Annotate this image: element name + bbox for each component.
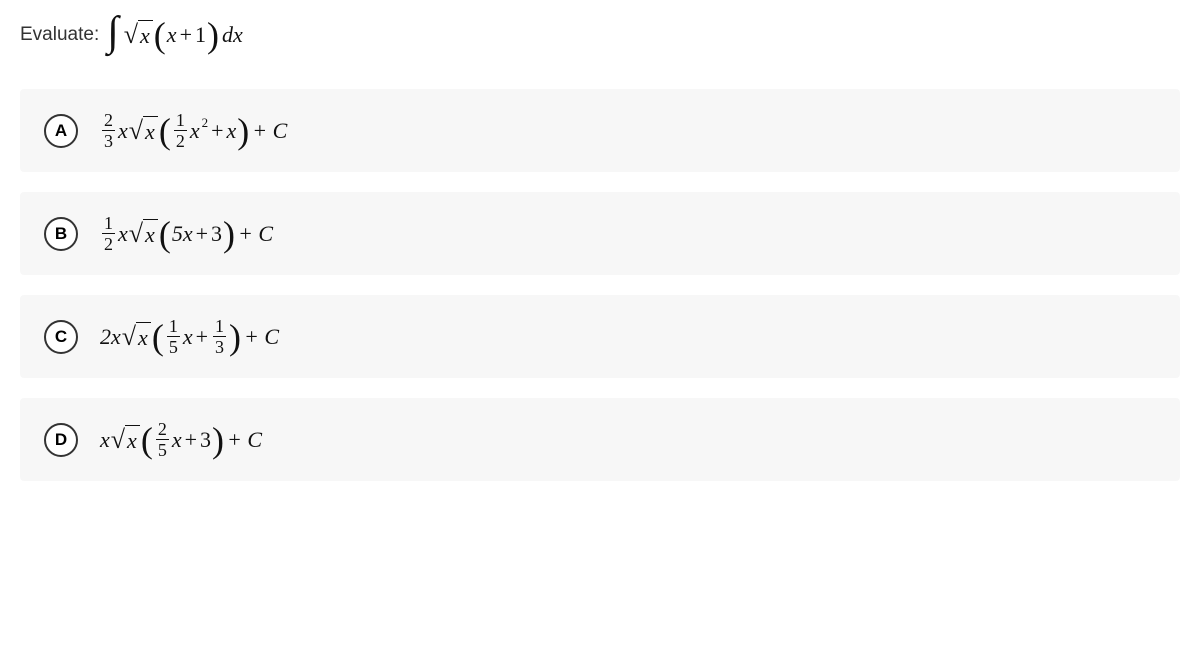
option-d-expression: x √ x ( 2 5 x + 3 ) + C [100, 420, 264, 459]
option-letter-d: D [44, 423, 78, 457]
inner-right: 3 [211, 221, 222, 247]
radicand: x [143, 219, 158, 248]
prompt-label: Evaluate: [20, 24, 99, 46]
plus: + [196, 324, 208, 350]
paren-right: ) [237, 117, 249, 146]
outer-x: x [118, 118, 128, 144]
paren-right: ) [223, 220, 235, 249]
option-c[interactable]: C 2x √ x ( 1 5 x + 1 3 ) + C [20, 295, 1180, 378]
plus: + [185, 427, 197, 453]
sqrt: √ x [129, 219, 158, 248]
option-d[interactable]: D x √ x ( 2 5 x + 3 ) + C [20, 398, 1180, 481]
sqrt: √ x [122, 322, 151, 351]
radicand: x [125, 425, 140, 454]
option-a[interactable]: A 2 3 x √ x ( 1 2 x 2 + x ) + C [20, 89, 1180, 172]
inner-frac-2: 1 3 [213, 317, 226, 356]
plus-c: + C [244, 324, 279, 350]
outer-x: x [118, 221, 128, 247]
coef: 2x [100, 324, 121, 350]
inner-frac-1: 1 5 [167, 317, 180, 356]
radical-icon: √ [124, 22, 138, 48]
option-b-expression: 1 2 x √ x ( 5x + 3 ) + C [100, 214, 275, 253]
one: 1 [195, 22, 206, 48]
paren-right: ) [212, 426, 224, 455]
radical-icon: √ [122, 324, 136, 350]
radical-icon: √ [111, 427, 125, 453]
inner-x: x [172, 427, 182, 453]
options-list: A 2 3 x √ x ( 1 2 x 2 + x ) + C B [20, 89, 1180, 481]
plus: + [211, 118, 223, 144]
radicand: x [136, 322, 151, 351]
option-b[interactable]: B 1 2 x √ x ( 5x + 3 ) + C [20, 192, 1180, 275]
inner-frac: 1 2 [174, 111, 187, 150]
coef: x [100, 427, 110, 453]
inner-x: x [183, 324, 193, 350]
plus-sign: + [180, 22, 192, 48]
integral-sign: ∫ [107, 18, 119, 47]
paren-left: ( [154, 21, 166, 50]
inner-x2: x [227, 118, 237, 144]
sqrt: √ x [111, 425, 140, 454]
differential: dx [222, 22, 243, 48]
paren-left: ( [159, 117, 171, 146]
plus-c: + C [252, 118, 287, 144]
paren-right: ) [207, 21, 219, 50]
question-prompt: Evaluate: ∫ √ x ( x + 1 ) dx [20, 20, 1180, 49]
plus: + [196, 221, 208, 247]
coef-frac: 1 2 [102, 214, 115, 253]
option-a-expression: 2 3 x √ x ( 1 2 x 2 + x ) + C [100, 111, 289, 150]
radical-icon: √ [129, 221, 143, 247]
plus-c: + C [227, 427, 262, 453]
radicand: x [138, 20, 153, 49]
sqrt: √ x [129, 116, 158, 145]
radicand: x [143, 116, 158, 145]
factor-x: x [167, 22, 177, 48]
exponent: 2 [202, 115, 209, 131]
sqrt-x: √ x [124, 20, 153, 49]
paren-left: ( [152, 323, 164, 352]
coef-frac: 2 3 [102, 111, 115, 150]
inner-frac: 2 5 [156, 420, 169, 459]
paren-left: ( [141, 426, 153, 455]
inner-x: x [190, 118, 200, 144]
option-letter-c: C [44, 320, 78, 354]
option-letter-a: A [44, 114, 78, 148]
option-letter-b: B [44, 217, 78, 251]
prompt-integral: ∫ √ x ( x + 1 ) dx [107, 20, 245, 49]
option-c-expression: 2x √ x ( 1 5 x + 1 3 ) + C [100, 317, 281, 356]
plus-c: + C [238, 221, 273, 247]
paren-right: ) [229, 323, 241, 352]
radical-icon: √ [129, 118, 143, 144]
inner-left: 5x [172, 221, 193, 247]
paren-left: ( [159, 220, 171, 249]
inner-right: 3 [200, 427, 211, 453]
